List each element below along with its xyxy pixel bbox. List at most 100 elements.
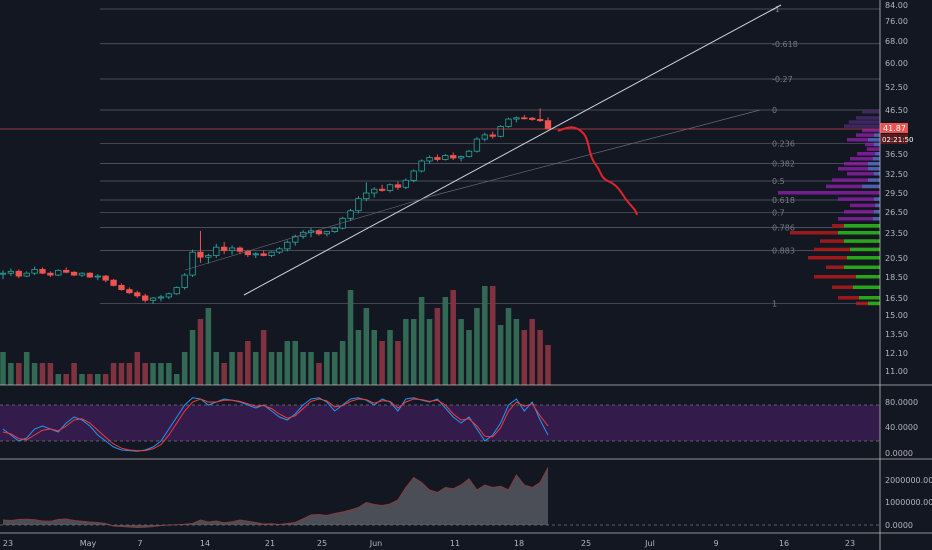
candle-body (315, 230, 323, 235)
candle-body (529, 117, 536, 120)
candle-body (521, 117, 528, 120)
volume-bar (229, 352, 235, 385)
price-tick-label: 84.00 (885, 1, 908, 10)
candle-body (134, 292, 141, 297)
volume-profile-row-buy (874, 197, 880, 201)
candle-body (481, 134, 488, 140)
candle-body (371, 188, 378, 194)
candle-body (378, 188, 386, 191)
volume-bar (110, 363, 117, 385)
price-timer-badge (880, 134, 908, 144)
volume-profile-row (866, 147, 880, 151)
volume-profile-row (838, 217, 880, 221)
candle-body (31, 268, 38, 274)
obv-tick-label: 2000000.0000 (885, 476, 932, 485)
volume-profile-row (847, 172, 880, 176)
price-badge (880, 123, 908, 133)
rsi-series-line (2, 397, 549, 452)
volume-profile-row-buy (844, 265, 880, 269)
volume-bar (489, 286, 496, 385)
candle-body (355, 198, 362, 212)
trendline-lower (184, 195, 433, 271)
volume-bar (442, 297, 449, 385)
volume-profile-row (857, 152, 880, 156)
date-tick-label: 25 (581, 539, 591, 548)
volume-bar (252, 352, 259, 385)
obv-area (3, 467, 548, 528)
fibonacci-retracement[interactable]: -1 -0.618 -0.27 0 0.236 0.382 0.5 0.618 0.7 0.786… (100, 5, 880, 309)
volume-bar (213, 352, 220, 385)
volume-profile-row-buy (847, 256, 880, 260)
volume-profile-row-buy (868, 301, 880, 306)
candle-body (47, 272, 54, 276)
candle-body (284, 241, 291, 250)
volume-bar (521, 330, 528, 385)
volume-profile-row-buy (874, 210, 880, 214)
volume-bar (174, 374, 180, 385)
volume-bars (0, 286, 551, 385)
volume-bar (331, 352, 338, 385)
volume-profile-row-buy (875, 152, 880, 156)
volume-profile-row-buy (872, 157, 880, 161)
rsi-band (0, 405, 880, 441)
price-tick-label: 36.50 (885, 150, 908, 159)
candle-body (118, 284, 125, 290)
volume-bar (23, 352, 30, 385)
volume-profile-row (856, 133, 880, 137)
volume-profile-row-buy (868, 167, 880, 171)
volume-bar (142, 363, 148, 385)
price-tick-label: 23.50 (885, 229, 908, 238)
volume-bar (458, 319, 464, 385)
volume-bar (418, 297, 425, 385)
candle-body (276, 248, 283, 253)
candle-body (7, 270, 15, 274)
rsi-tick-label: 80.0000 (885, 398, 918, 407)
price-tick-label: 32.50 (885, 170, 908, 179)
volume-profile-row-buy (875, 203, 880, 208)
candle-body (457, 156, 465, 159)
volume-bar (363, 308, 370, 385)
candle-body (536, 119, 544, 122)
volume-profile-row (838, 197, 880, 201)
date-tick-label: May (80, 539, 97, 548)
fib-level-label: 0 (772, 106, 777, 115)
candle-body (268, 251, 275, 256)
candle-body (102, 275, 109, 281)
volume-profile-row (850, 203, 880, 208)
candle-body (63, 269, 70, 273)
volume-bar (47, 363, 54, 385)
volume-bar (134, 352, 141, 385)
volume-profile-row (826, 184, 880, 189)
price-tick-label: 18.50 (885, 273, 908, 282)
obv-line (2, 467, 549, 529)
date-tick-label: 14 (200, 539, 210, 548)
candle-body (505, 118, 512, 127)
volume-profile-row-buy (856, 275, 880, 279)
price-tick-label: 60.00 (885, 59, 908, 68)
drawings[interactable] (0, 4, 880, 296)
volume-profile-row-buy (868, 162, 880, 166)
candle-body (497, 126, 504, 137)
volume-profile-row-buy (859, 296, 880, 300)
price-candles[interactable] (0, 108, 552, 304)
price-tick-label: 16.50 (885, 294, 908, 303)
candle-body (450, 155, 457, 159)
candle-body (252, 253, 259, 256)
candle-body (205, 255, 212, 258)
candle-body (157, 296, 165, 299)
candle-body (489, 134, 496, 137)
candle-body (189, 251, 196, 276)
price-tick-label: 76.00 (885, 17, 908, 26)
volume-bar (260, 330, 267, 385)
candle-body (426, 157, 433, 162)
volume-bar (497, 325, 504, 385)
fib-level-label: 0.786 (772, 223, 795, 232)
volume-bar (426, 319, 433, 385)
candle-body (473, 138, 481, 152)
volume-bar (434, 308, 441, 385)
volume-bar (87, 374, 93, 385)
date-tick-label: 7 (137, 539, 142, 548)
volume-bar (166, 363, 172, 385)
candle-body (149, 297, 157, 301)
